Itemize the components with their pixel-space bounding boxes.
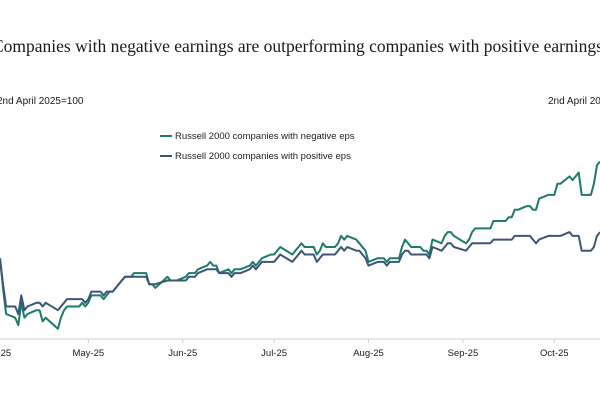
series-line-positive-eps: [0, 231, 600, 315]
chart-legend: Russell 2000 companies with negative eps…: [160, 126, 355, 166]
series-layer: [0, 160, 600, 330]
x-tick-label: Apr-25: [0, 348, 11, 359]
legend-swatch-negative-eps: [160, 135, 172, 137]
x-axis-ticks: Apr-25 May-25 Jun-25 Jul-25 Aug-25 Sep-25 Oct-…: [0, 339, 569, 359]
legend-item-negative-eps: Russell 2000 companies with negative eps: [160, 126, 355, 146]
x-tick-label: Jun-25: [168, 348, 197, 359]
chart-subtitle-right: 2nd April 2025=100: [548, 96, 600, 107]
chart-title: Companies with negative earnings are out…: [0, 36, 600, 56]
chart-subtitle-left: 2nd April 2025=100: [0, 96, 84, 107]
x-tick-label: Sep-25: [448, 348, 479, 359]
x-tick-label: May-25: [72, 348, 104, 359]
legend-label-positive-eps: Russell 2000 companies with positive eps: [175, 150, 351, 162]
x-tick-label: Oct-25: [540, 348, 569, 359]
x-tick-label: Aug-25: [353, 348, 384, 359]
x-tick-label: Jul-25: [261, 348, 287, 359]
legend-label-negative-eps: Russell 2000 companies with negative eps: [175, 130, 355, 142]
series-line-negative-eps: [0, 160, 600, 330]
legend-item-positive-eps: Russell 2000 companies with positive eps: [160, 146, 355, 166]
legend-swatch-positive-eps: [160, 155, 172, 157]
